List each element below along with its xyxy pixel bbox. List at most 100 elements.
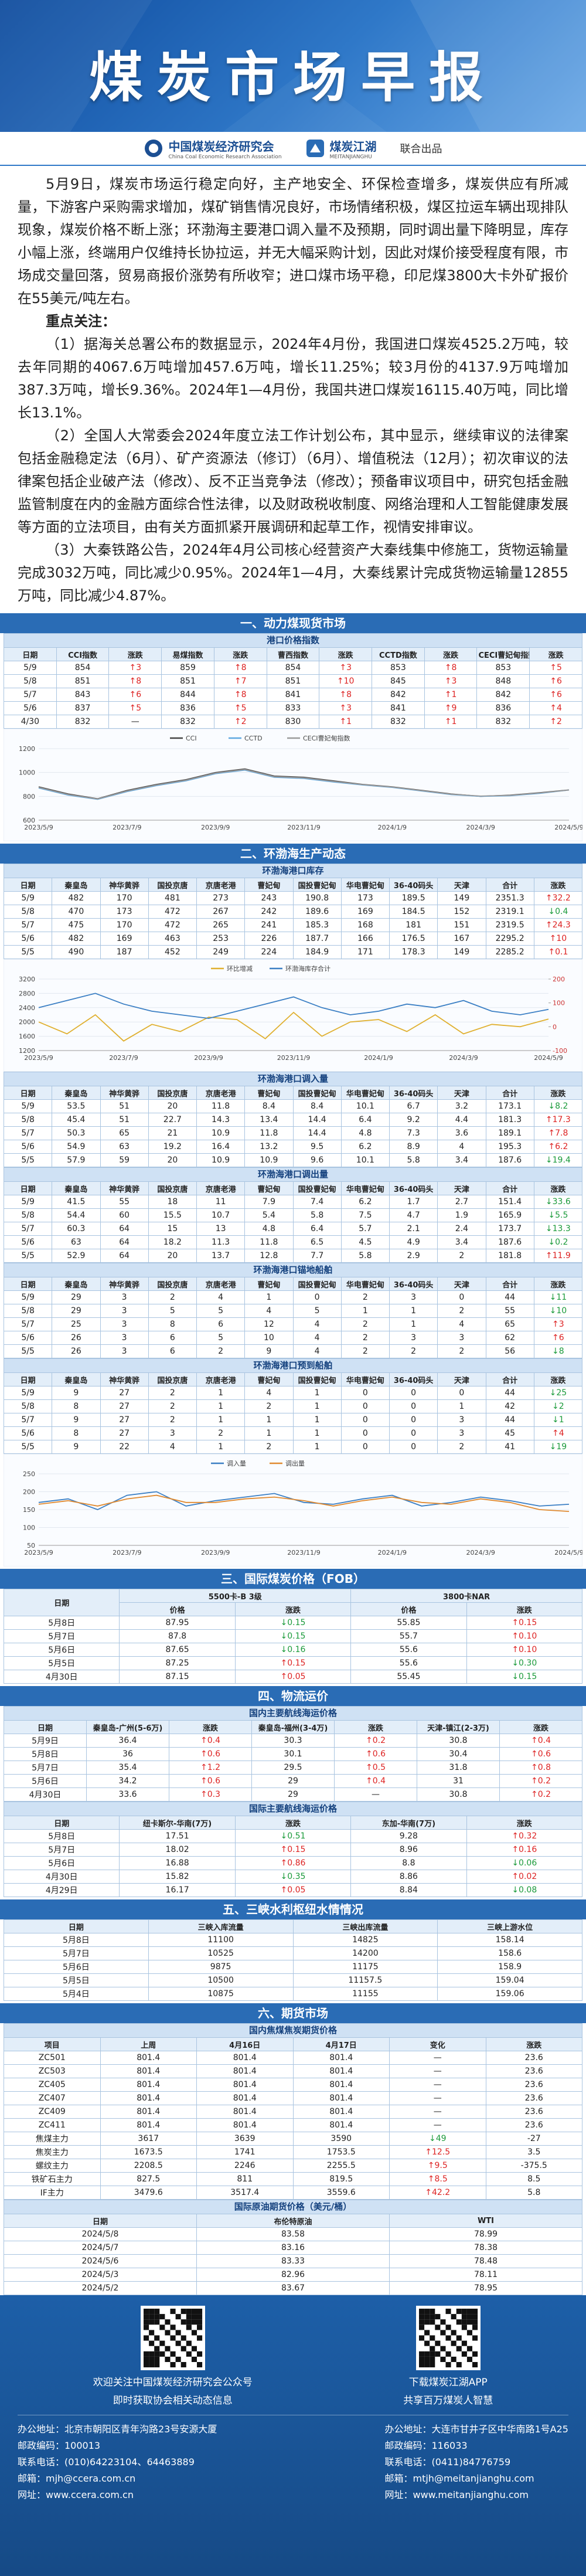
table-cell: IF主力	[4, 2186, 101, 2200]
table-row: 5/7 843 ↑6 844 ↑8 841 ↑8 842 ↑1 842 ↑6	[4, 688, 582, 702]
table-cell: ↓0.4	[533, 905, 583, 919]
table-cell: 190.8	[292, 891, 342, 905]
table-cell: ↓0.30	[466, 1656, 583, 1670]
table-cell: 2208.5	[100, 2159, 197, 2173]
table-cell: 5	[196, 1331, 246, 1345]
table-row: 5/6 26 3 6 5 10 4 2 3 3 62 ↑6	[3, 1331, 583, 1345]
table-cell: 5/7	[4, 688, 57, 702]
table-cell: 170	[100, 891, 149, 905]
table-cell: 20	[148, 1153, 197, 1167]
qr-cell	[424, 2340, 430, 2346]
qr-cell	[165, 2346, 171, 2351]
qr-caption: 欢迎关注中国煤炭经济研究会公众号	[93, 2377, 253, 2388]
table-cell: ↑0.15	[234, 1656, 352, 1670]
table-cell: 4	[292, 1331, 342, 1345]
table-cell: 5月4日	[4, 1987, 149, 2001]
table-cell: ↑6.2	[533, 1140, 583, 1154]
table-cell: ↑10	[533, 932, 583, 946]
column-header: 国投京唐	[148, 1277, 197, 1291]
qr-cell	[159, 2340, 165, 2346]
table-cell: ↑0.16	[466, 1843, 583, 1857]
table-cell: 9	[52, 1413, 101, 1427]
table-cell: 853	[476, 661, 530, 675]
column-header: 涨跌	[533, 878, 583, 892]
column-header: 京唐老港	[196, 1372, 246, 1386]
qr-cell	[451, 2356, 456, 2362]
qr-cell	[154, 2346, 160, 2351]
table-cell: 7.4	[292, 1195, 342, 1209]
table-cell: ZC411	[4, 2118, 101, 2132]
table-cell: 60.3	[52, 1222, 101, 1236]
column-header: 合计	[485, 878, 534, 892]
table-row: 焦煤主力 3617 3639 3590 ↓49 -27	[4, 2132, 582, 2146]
qr-cell	[191, 2356, 197, 2362]
table-title: 港口价格指数	[4, 633, 582, 647]
table-cell: 1	[244, 1290, 294, 1304]
qr-cell	[154, 2356, 160, 2362]
column-header: 三峡上游水位	[437, 1919, 582, 1933]
table-cell: 13.2	[244, 1140, 294, 1154]
qr-cell	[180, 2309, 186, 2315]
table-cell: 5/6	[4, 701, 57, 715]
qr-cell	[148, 2330, 154, 2336]
qr-cell	[143, 2356, 149, 2362]
table-cell: —	[389, 2091, 486, 2105]
qr-cell	[143, 2314, 149, 2320]
table-cell: 184.5	[389, 905, 438, 919]
qr-cell	[418, 2319, 424, 2325]
table-cell: 78.48	[389, 2254, 582, 2268]
qr-cell	[186, 2324, 192, 2330]
contact-line: 联系电话：(010)64223104、64463889	[18, 2456, 195, 2468]
qr-cell	[435, 2314, 441, 2320]
table-cell: 6	[196, 1317, 246, 1331]
header-row: 日期 秦皇岛 神华黄骅 国投京唐 京唐老港 曹妃甸 国投曹妃甸 华电曹妃甸 36-40码头 天津合…	[3, 1277, 583, 1291]
table-cell: 18	[148, 1195, 197, 1209]
table-cell: 166	[340, 932, 390, 946]
table-cell: ↓2	[533, 1399, 583, 1413]
table-cell: 2024/5/2	[4, 2281, 197, 2295]
table-cell: 2319.1	[485, 905, 534, 919]
table-cell: 4	[292, 1317, 342, 1331]
table-cell: 10.7	[196, 1208, 246, 1222]
qr-cell	[435, 2340, 441, 2346]
table-cell: 482	[52, 932, 101, 946]
table-cell: 2295.2	[485, 932, 534, 946]
table-cell: 27	[100, 1399, 149, 1413]
table-cell: 9.28	[350, 1829, 467, 1843]
table-cell: 27	[100, 1386, 149, 1400]
qr-cell	[418, 2351, 424, 2357]
table-cell: 159.06	[437, 1987, 582, 2001]
column-header: 曹西指数	[266, 647, 320, 661]
qr-cell	[440, 2330, 446, 2336]
table-cell: 151.4	[485, 1195, 534, 1209]
table-cell: 8.5	[485, 2172, 582, 2186]
table-block: 日期 三峡入库流量 三峡出库流量 三峡上游水位 5月8日 11100 14825 158.14…	[4, 1919, 582, 2001]
table-cell: ↑3	[108, 661, 162, 675]
table-cell: 7.9	[244, 1195, 294, 1209]
table-cell: 1	[437, 1399, 486, 1413]
column-header: 国投京唐	[148, 1181, 197, 1195]
table-cell: 181	[389, 918, 438, 932]
table-cell: 845	[372, 674, 425, 688]
y2-tick-label: 200	[553, 976, 565, 983]
focus-heading: 重点关注：	[46, 313, 116, 329]
table-cell: 10875	[148, 1987, 294, 2001]
table-cell: 3	[148, 1426, 197, 1440]
column-header: 秦皇岛	[52, 1277, 101, 1291]
table-cell: 54.9	[52, 1140, 101, 1154]
table-row: 2024/5/8 83.58 78.99	[4, 2227, 582, 2241]
table-cell: ↑1	[424, 688, 478, 702]
table-cell: 11157.5	[292, 1973, 438, 1987]
table-cell: 8.4	[292, 1099, 342, 1113]
table-title: 环渤海港口库存	[4, 864, 582, 878]
table-cell: ↑3	[319, 661, 373, 675]
table-cell: 14.4	[292, 1113, 342, 1127]
column-header: 4月16日	[196, 2037, 294, 2051]
line-chart: 1200 1600 2000 2400 2800 3200 -100 0 100 200 2023/…	[4, 959, 582, 1072]
table-cell: 273	[196, 891, 246, 905]
table-cell: 171	[340, 945, 390, 959]
table-cell: 5月5日	[4, 1973, 149, 1987]
table-cell: ↑0.05	[234, 1883, 352, 1897]
table-cell: 52.9	[52, 1249, 101, 1263]
table-cell: 55.45	[350, 1670, 467, 1684]
